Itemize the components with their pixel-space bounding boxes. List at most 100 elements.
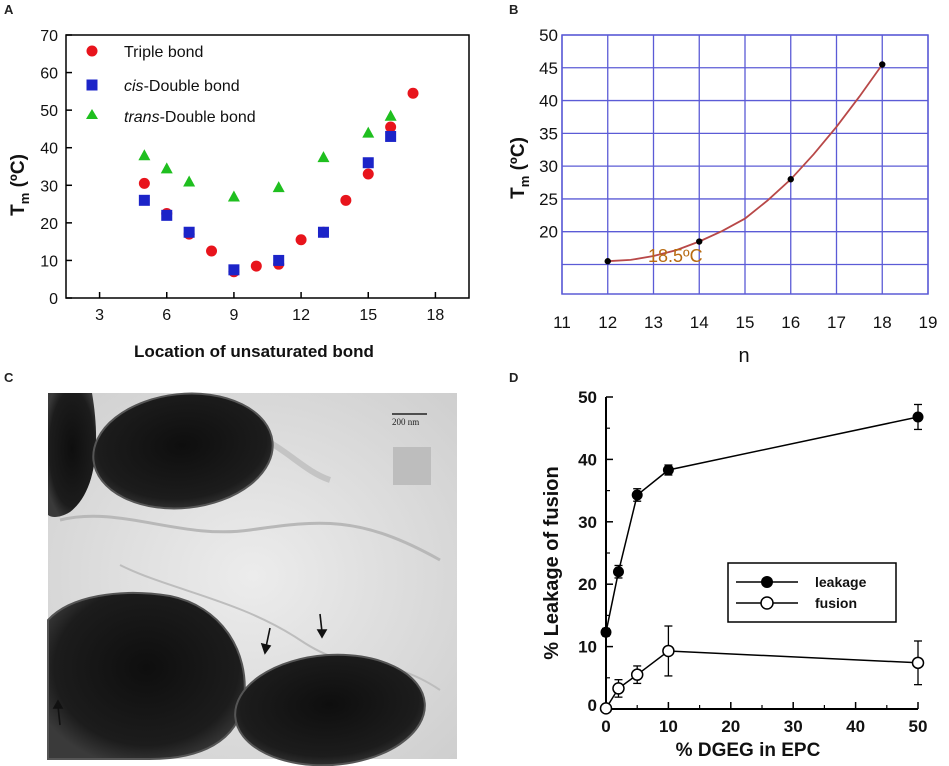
legend-cis-label: cis-Double bond <box>124 78 240 95</box>
chart-b-annotation: 18.5ºC <box>648 246 703 266</box>
chart-d-xtick-label: 0 <box>601 717 610 736</box>
panel-label-b: B <box>509 2 518 17</box>
chart-a-ytick-label: 50 <box>40 103 58 120</box>
chart-b-ytick-label: 35 <box>539 124 558 143</box>
chart-a-ytick-label: 70 <box>40 28 58 45</box>
chart-d-ytick-label: 0 <box>588 696 597 715</box>
cell-bottom-right <box>234 653 426 766</box>
chart-b-xtick-label: 19 <box>919 313 938 332</box>
cis-double-bond-point <box>273 254 285 266</box>
trans-double-bond-point <box>317 151 330 163</box>
triple-bond-point <box>250 260 262 272</box>
legend-cis-marker <box>86 79 98 91</box>
triple-bond-point <box>362 168 374 180</box>
chart-b-data-point <box>604 258 611 265</box>
chart-b-frame <box>561 34 929 295</box>
chart-d-xtick-label: 50 <box>909 717 928 736</box>
chart-a-ytick-label: 20 <box>40 216 58 233</box>
triple-bond-point <box>385 121 397 133</box>
chart-d-leakage-point <box>612 566 624 578</box>
chart-d-legend-box <box>727 562 897 623</box>
chart-a-ytick-label: 10 <box>40 253 58 270</box>
chart-d-ylabel: % Leakage of fusion <box>541 466 563 659</box>
cis-double-bond-point <box>362 157 374 169</box>
chart-b-data-point <box>879 61 886 68</box>
cis-double-bond-point <box>183 226 195 238</box>
chart-b-ytick-label: 45 <box>539 59 558 78</box>
trans-double-bond-point <box>138 149 151 161</box>
chart-d-legend: leakage fusion <box>727 562 897 623</box>
triple-bond-point <box>138 177 150 189</box>
cis-double-bond-point <box>138 194 150 206</box>
chart-d-ytick-label: 30 <box>578 513 597 532</box>
cell-bottom-left <box>47 592 246 760</box>
chart-d-ytick-label: 40 <box>578 450 597 469</box>
chart-b-xtick-label: 17 <box>827 313 846 332</box>
chart-d-xtick-label: 30 <box>784 717 803 736</box>
chart-a-ylabel: Tm (ºC) <box>8 154 32 216</box>
chart-a-xtick-label: 18 <box>427 307 445 324</box>
chart-b: 11 12 13 14 15 16 17 18 19 20 25 30 35 40 45 50 18.5ºC… <box>508 26 937 367</box>
cis-double-bond-point <box>317 226 329 238</box>
trans-double-bond-point <box>183 175 196 187</box>
chart-d-xtick-label: 40 <box>846 717 865 736</box>
chart-a-legend: Triple bond cis-Double bond trans-Double… <box>86 44 256 126</box>
cell-top <box>92 392 274 510</box>
chart-b-ytick-label: 30 <box>539 157 558 176</box>
chart-d-xtick-label: 20 <box>721 717 740 736</box>
chart-a-xtick-label: 12 <box>292 307 310 324</box>
cell-fragment <box>48 393 97 517</box>
arrow <box>316 613 328 639</box>
chart-d-xtick-label: 10 <box>659 717 678 736</box>
chart-d-leakage-point <box>600 626 612 638</box>
chart-a-ytick-label: 0 <box>49 291 58 308</box>
inset-box <box>393 447 431 485</box>
chart-b-ytick-label: 40 <box>539 92 558 111</box>
triple-bond-point <box>295 234 307 246</box>
panel-label-a: A <box>4 2 14 17</box>
chart-a-ytick-label: 30 <box>40 178 58 195</box>
chart-a-frame <box>65 34 470 299</box>
chart-a-xlabel: Location of unsaturated bond <box>134 342 374 361</box>
micrograph-c: 200 nm <box>47 392 457 766</box>
chart-d-fusion-point <box>630 668 644 681</box>
chart-a-xtick-label: 6 <box>162 307 171 324</box>
chart-b-ytick-label: 50 <box>539 26 558 45</box>
legend-triple-marker <box>86 45 98 57</box>
chart-d-ytick-label: 20 <box>578 575 597 594</box>
membrane-trace <box>59 514 441 562</box>
svg-text:Tm (ºC): Tm (ºC) <box>8 154 32 216</box>
chart-d-leakage-point <box>631 489 643 501</box>
svg-text:Tm (ºC): Tm (ºC) <box>508 137 532 199</box>
cis-double-bond-point <box>228 264 240 276</box>
triple-bond-point <box>407 87 419 99</box>
chart-b-data-point <box>696 238 703 245</box>
chart-d-fusion-line <box>605 650 919 709</box>
chart-d-fusion-point <box>911 656 925 670</box>
chart-b-xtick-label: 16 <box>781 313 800 332</box>
chart-b-data-point <box>787 176 794 183</box>
chart-b-xtick-label: 14 <box>690 313 709 332</box>
trans-double-bond-point <box>227 190 240 202</box>
arrow <box>260 627 272 655</box>
chart-b-xtick-label: 12 <box>598 313 617 332</box>
chart-d-xlabel: % DGEG in EPC <box>676 740 821 761</box>
legend-leakage-marker <box>761 576 773 588</box>
arrow <box>52 699 64 726</box>
legend-fusion-marker <box>760 596 774 610</box>
legend-trans-label: trans-Double bond <box>124 109 256 126</box>
triple-bond-point <box>340 194 352 206</box>
trans-double-bond-point <box>362 126 375 138</box>
chart-b-ylabel: Tm (ºC) <box>508 137 532 199</box>
chart-b-ytick-label: 20 <box>539 223 558 242</box>
chart-b-xtick-label: 11 <box>553 313 571 332</box>
chart-a-xtick-label: 9 <box>229 307 238 324</box>
chart-b-fit-curve <box>607 63 884 263</box>
chart-b-xtick-label: 18 <box>873 313 892 332</box>
chart-b-xtick-label: 15 <box>736 313 755 332</box>
triple-bond-point <box>206 245 218 257</box>
chart-b-xtick-label: 13 <box>644 313 663 332</box>
cis-double-bond-point <box>385 130 397 142</box>
legend-leakage-label: leakage <box>815 574 867 590</box>
